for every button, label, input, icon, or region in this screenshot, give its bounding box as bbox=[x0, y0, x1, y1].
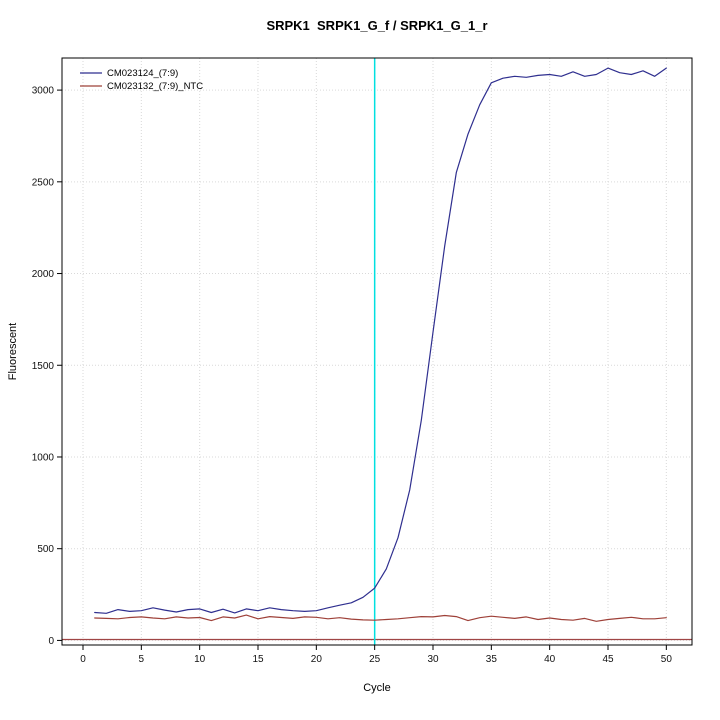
series-line-0 bbox=[94, 67, 667, 614]
y-tick-label: 500 bbox=[37, 544, 54, 555]
y-tick-label: 3000 bbox=[32, 86, 55, 97]
x-tick-label: 15 bbox=[252, 654, 264, 665]
x-axis-label: Cycle bbox=[363, 682, 391, 694]
y-tick-label: 2500 bbox=[32, 177, 55, 188]
y-tick-label: 1000 bbox=[32, 452, 55, 463]
axis-ticks bbox=[57, 89, 667, 650]
x-tick-label: 10 bbox=[194, 654, 206, 665]
axis-tick-labels: 0 5 10 15 20 25 30 35 40 45 5005001000150020002500… bbox=[32, 86, 673, 665]
plot-frame bbox=[61, 57, 693, 646]
y-tick-label: 0 bbox=[48, 636, 54, 647]
legend-label: CM023132_(7:9)_NTC bbox=[107, 81, 203, 92]
y-axis-label: Fluorescent bbox=[7, 323, 19, 380]
x-tick-label: 20 bbox=[311, 654, 323, 665]
x-tick-label: 0 bbox=[80, 654, 86, 665]
x-tick-label: 30 bbox=[427, 654, 439, 665]
x-tick-label: 25 bbox=[369, 654, 381, 665]
gridlines bbox=[62, 58, 692, 645]
chart-title: SRPK1 SRPK1_G_f / SRPK1_G_1_r bbox=[266, 18, 488, 33]
legend: CM023124_(7:9) CM023132_(7:9)_NTC bbox=[80, 68, 203, 92]
y-tick-label: 1500 bbox=[32, 361, 55, 372]
series-line-1 bbox=[94, 614, 667, 622]
y-tick-label: 2000 bbox=[32, 269, 55, 280]
x-tick-label: 5 bbox=[139, 654, 145, 665]
x-tick-label: 45 bbox=[602, 654, 614, 665]
x-tick-label: 35 bbox=[486, 654, 498, 665]
legend-label: CM023124_(7:9) bbox=[107, 68, 178, 79]
x-tick-label: 50 bbox=[661, 654, 673, 665]
x-tick-label: 40 bbox=[544, 654, 556, 665]
